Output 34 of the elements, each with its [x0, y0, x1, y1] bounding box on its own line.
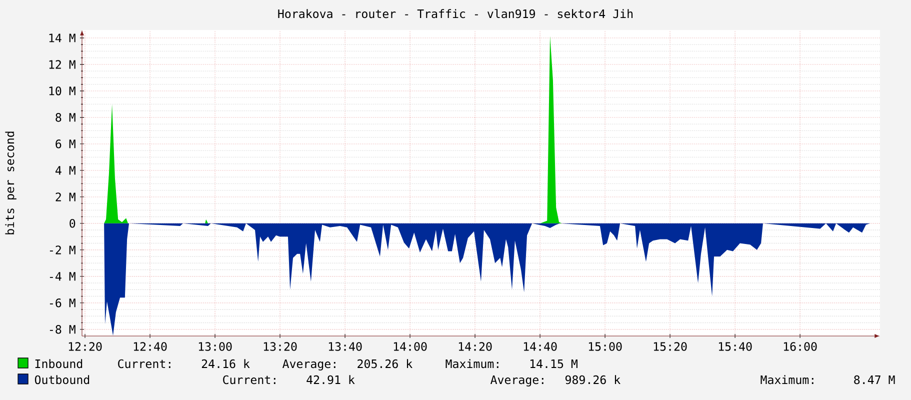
- legend-label: Inbound: [35, 359, 82, 368]
- text: Current: 24.16 k: [118, 359, 250, 368]
- y-tick-label: 14 M: [49, 34, 76, 42]
- text: Maximum: 8.47 M: [760, 375, 895, 384]
- y-tick-label: 4 M: [56, 166, 76, 175]
- x-tick-label: 14:40: [524, 342, 557, 351]
- x-tick-label: 12:40: [134, 342, 167, 351]
- text: Average: 205.26 k: [282, 359, 412, 370]
- y-axis-title: bits per second: [5, 132, 16, 234]
- y-tick-label: 0: [70, 219, 76, 228]
- y-tick-label: -6 M: [50, 298, 76, 308]
- x-tick-label: 15:40: [718, 342, 752, 351]
- text: Maximum: 14.15 M: [446, 359, 578, 368]
- x-tick-label: 14:00: [394, 342, 427, 351]
- x-tick-label: 13:20: [264, 342, 297, 351]
- y-tick-label: 6 M: [56, 140, 76, 148]
- x-tick-label: 13:40: [328, 342, 362, 351]
- x-tick-label: 15:20: [654, 342, 687, 351]
- chart-title: Horakova - router - Traffic - vlan919 - sektor4 Jih: [278, 9, 633, 18]
- y-tick-label: -8 M: [50, 324, 76, 334]
- legend-label: Outbound: [34, 375, 90, 384]
- y-tick-label: 8 M: [56, 113, 76, 122]
- text: Average: 989.26 k: [490, 375, 620, 386]
- text: Current: 42.91 k: [223, 375, 355, 384]
- x-tick-label: 14:20: [458, 342, 492, 351]
- x-tick-label: 12:20: [68, 342, 102, 351]
- y-tick-label: -2 M: [50, 246, 76, 254]
- y-tick-label: 2 M: [56, 192, 76, 202]
- y-tick-label: -4 M: [50, 272, 76, 281]
- x-tick-label: 16:00: [784, 342, 817, 351]
- x-tick-label: 15:00: [588, 342, 622, 351]
- y-tick-label: 10 M: [49, 86, 76, 96]
- y-tick-label: 12 M: [49, 60, 76, 69]
- x-tick-label: 13:00: [198, 342, 232, 351]
